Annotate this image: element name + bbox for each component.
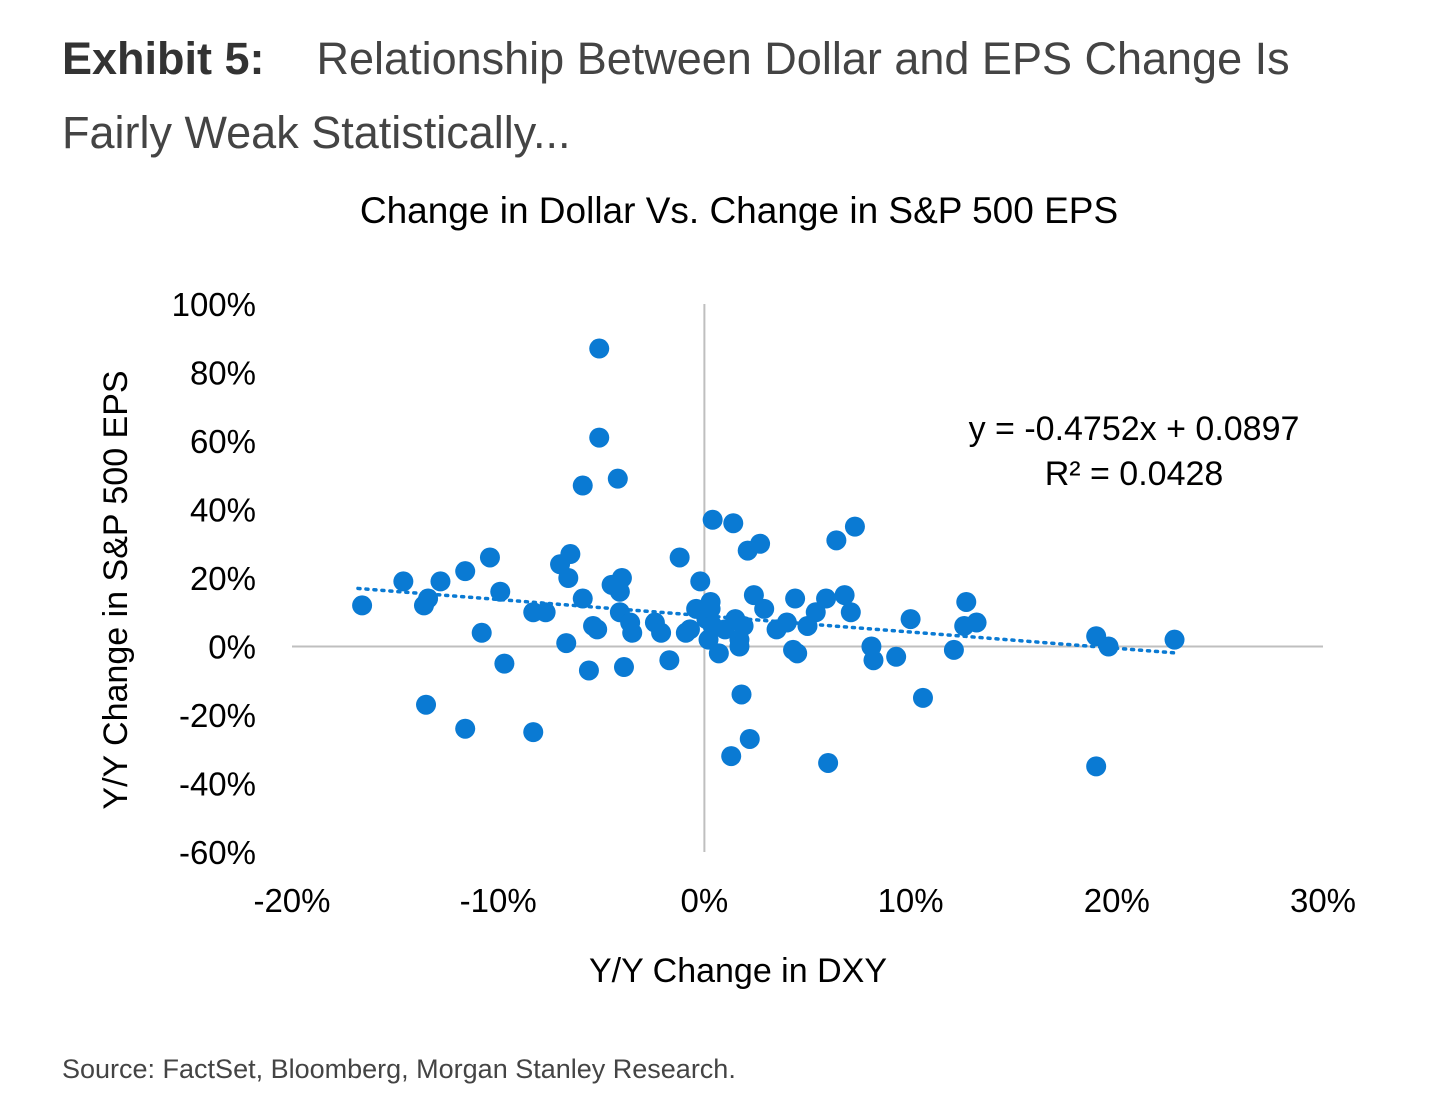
y-tick-label: 20% xyxy=(190,560,256,597)
data-point xyxy=(393,571,414,592)
data-point xyxy=(589,427,610,448)
scatter-chart: Change in Dollar Vs. Change in S&P 500 E… xyxy=(97,190,1356,990)
chart-title: Change in Dollar Vs. Change in S&P 500 E… xyxy=(360,190,1118,231)
data-point xyxy=(787,643,808,664)
data-point xyxy=(729,636,750,657)
data-point xyxy=(805,602,826,623)
data-point xyxy=(558,568,579,588)
data-point xyxy=(560,544,581,565)
y-axis-title: Y/Y Change in S&P 500 EPS xyxy=(97,370,135,809)
data-point xyxy=(611,568,632,588)
data-point xyxy=(721,746,742,767)
x-tick-label: 20% xyxy=(1084,882,1150,919)
data-point xyxy=(490,581,511,602)
data-point xyxy=(750,533,771,554)
data-point xyxy=(494,653,515,674)
data-point xyxy=(679,619,700,640)
y-tick-label: 40% xyxy=(190,492,256,529)
exhibit-header: Exhibit 5: Relationship Between Dollar an… xyxy=(62,22,1402,170)
x-tick-label: -20% xyxy=(253,882,330,919)
data-point xyxy=(669,547,690,568)
x-tick-label: 30% xyxy=(1290,882,1356,919)
data-point xyxy=(886,646,907,667)
data-point xyxy=(572,588,593,609)
data-point xyxy=(535,602,556,623)
data-point xyxy=(556,633,577,654)
data-point xyxy=(723,513,744,534)
data-point xyxy=(702,509,723,530)
data-point xyxy=(776,612,797,633)
data-point xyxy=(471,622,492,643)
y-tick-label: 0% xyxy=(208,629,256,666)
data-point xyxy=(613,657,634,678)
data-point xyxy=(578,660,599,681)
data-point xyxy=(708,643,729,664)
data-point xyxy=(834,585,855,606)
data-point xyxy=(589,338,610,359)
data-point xyxy=(966,612,987,633)
data-point xyxy=(651,622,672,643)
data-point xyxy=(607,468,628,489)
y-tick-label: -40% xyxy=(179,766,256,803)
data-point xyxy=(587,619,608,640)
exhibit-label: Exhibit 5: xyxy=(62,33,265,84)
data-point xyxy=(416,694,437,715)
data-point xyxy=(1098,636,1119,657)
data-point xyxy=(700,591,721,612)
y-tick-label: 80% xyxy=(190,355,256,392)
data-point xyxy=(743,585,764,606)
trendline xyxy=(356,586,1181,655)
data-point xyxy=(840,602,861,623)
data-point xyxy=(622,622,643,643)
trendline-path xyxy=(356,586,1181,655)
x-axis-title: Y/Y Change in DXY xyxy=(589,952,887,990)
data-point xyxy=(826,530,847,551)
data-point xyxy=(1086,756,1107,777)
data-point xyxy=(690,571,711,592)
data-point xyxy=(733,615,754,636)
x-tick-label: -10% xyxy=(460,882,537,919)
data-point xyxy=(418,588,439,609)
source-note: Source: FactSet, Bloomberg, Morgan Stanl… xyxy=(62,1054,736,1084)
data-point xyxy=(754,598,775,619)
trendline-r-squared: R² = 0.0428 xyxy=(1045,455,1224,493)
data-point xyxy=(943,639,964,660)
y-tick-label: 60% xyxy=(190,423,256,460)
data-point xyxy=(430,571,451,592)
data-point xyxy=(479,547,500,568)
data-point xyxy=(816,588,837,609)
data-points xyxy=(352,338,1185,777)
y-tick-label: -60% xyxy=(179,834,256,871)
data-point xyxy=(844,516,865,537)
data-point xyxy=(818,752,839,773)
x-tick-label: 10% xyxy=(878,882,944,919)
data-point xyxy=(1164,629,1185,650)
data-point xyxy=(659,650,680,671)
data-point xyxy=(900,609,921,630)
data-point xyxy=(739,728,760,749)
y-tick-label: -20% xyxy=(179,697,256,734)
data-point xyxy=(523,722,544,743)
data-point xyxy=(352,595,373,616)
exhibit-title: Relationship Between Dollar and EPS Chan… xyxy=(62,33,1290,158)
data-point xyxy=(912,687,933,708)
data-point xyxy=(572,475,593,496)
data-point xyxy=(785,588,806,609)
data-point xyxy=(455,718,476,739)
data-point xyxy=(731,684,752,705)
x-tick-label: 0% xyxy=(681,882,729,919)
data-point xyxy=(455,561,476,582)
data-point xyxy=(863,650,884,671)
y-tick-label: 100% xyxy=(172,286,256,323)
data-point xyxy=(956,591,977,612)
tick-labels: 100% 80% 60% 40% 20% 0% -20% -40% -60% -20% -10% 0%… xyxy=(172,286,1356,919)
trendline-equation: y = -0.4752x + 0.0897 xyxy=(969,410,1300,448)
